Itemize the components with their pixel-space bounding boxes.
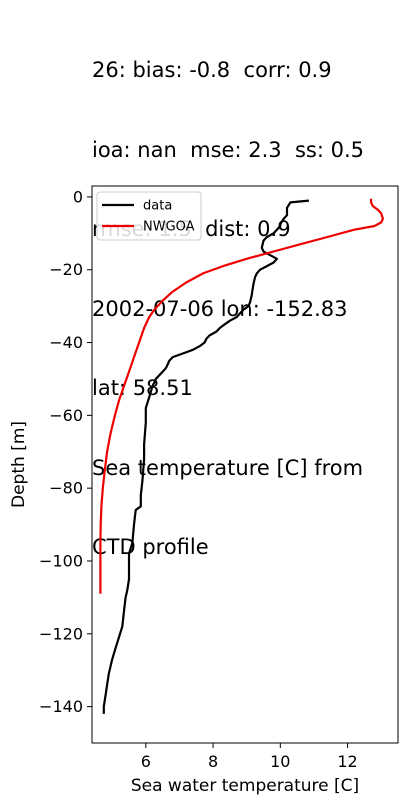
y-tick-label: −40	[49, 333, 83, 352]
legend-label-nwgoa: NWGOA	[143, 220, 195, 235]
legend-label-data: data	[143, 199, 172, 214]
title-line-lat: lat: 58.51	[92, 376, 193, 400]
y-tick-label: −20	[49, 260, 83, 279]
x-axis-label: Sea water temperature [C]	[131, 776, 359, 796]
title-line-stats: 26: bias: -0.8 corr: 0.9	[92, 58, 332, 82]
y-axis-ticks: 0 −20 −40 −60 −80 −100 −120 −140	[39, 187, 92, 716]
legend: data NWGOA	[96, 191, 202, 241]
y-axis-label: Depth [m]	[9, 421, 29, 508]
chart-marks	[99, 198, 384, 714]
series-line-data	[102, 199, 310, 714]
plot-frame	[91, 185, 399, 744]
x-tick-label: 12	[337, 752, 357, 771]
title-line-variable: Sea temperature [C] from	[92, 455, 364, 480]
x-axis-ticks: 6 8 10 12	[141, 743, 358, 771]
title-line-errors: ioa: nan mse: 2.3 ss: 0.5	[92, 137, 364, 162]
series-line-nwgoa	[99, 198, 384, 594]
y-tick-label: −140	[39, 697, 83, 716]
y-tick-label: −100	[39, 551, 83, 570]
title-line-date-lon: 2002-07-06 lon: -152.83	[92, 296, 348, 321]
title-line-source: CTD profile	[92, 535, 209, 559]
y-tick-label: −60	[49, 406, 83, 425]
x-tick-label: 6	[141, 752, 151, 771]
x-tick-label: 8	[208, 752, 218, 771]
y-tick-label: 0	[73, 187, 83, 206]
y-tick-label: −120	[39, 624, 83, 643]
x-tick-label: 10	[270, 752, 290, 771]
y-tick-label: −80	[49, 479, 83, 498]
